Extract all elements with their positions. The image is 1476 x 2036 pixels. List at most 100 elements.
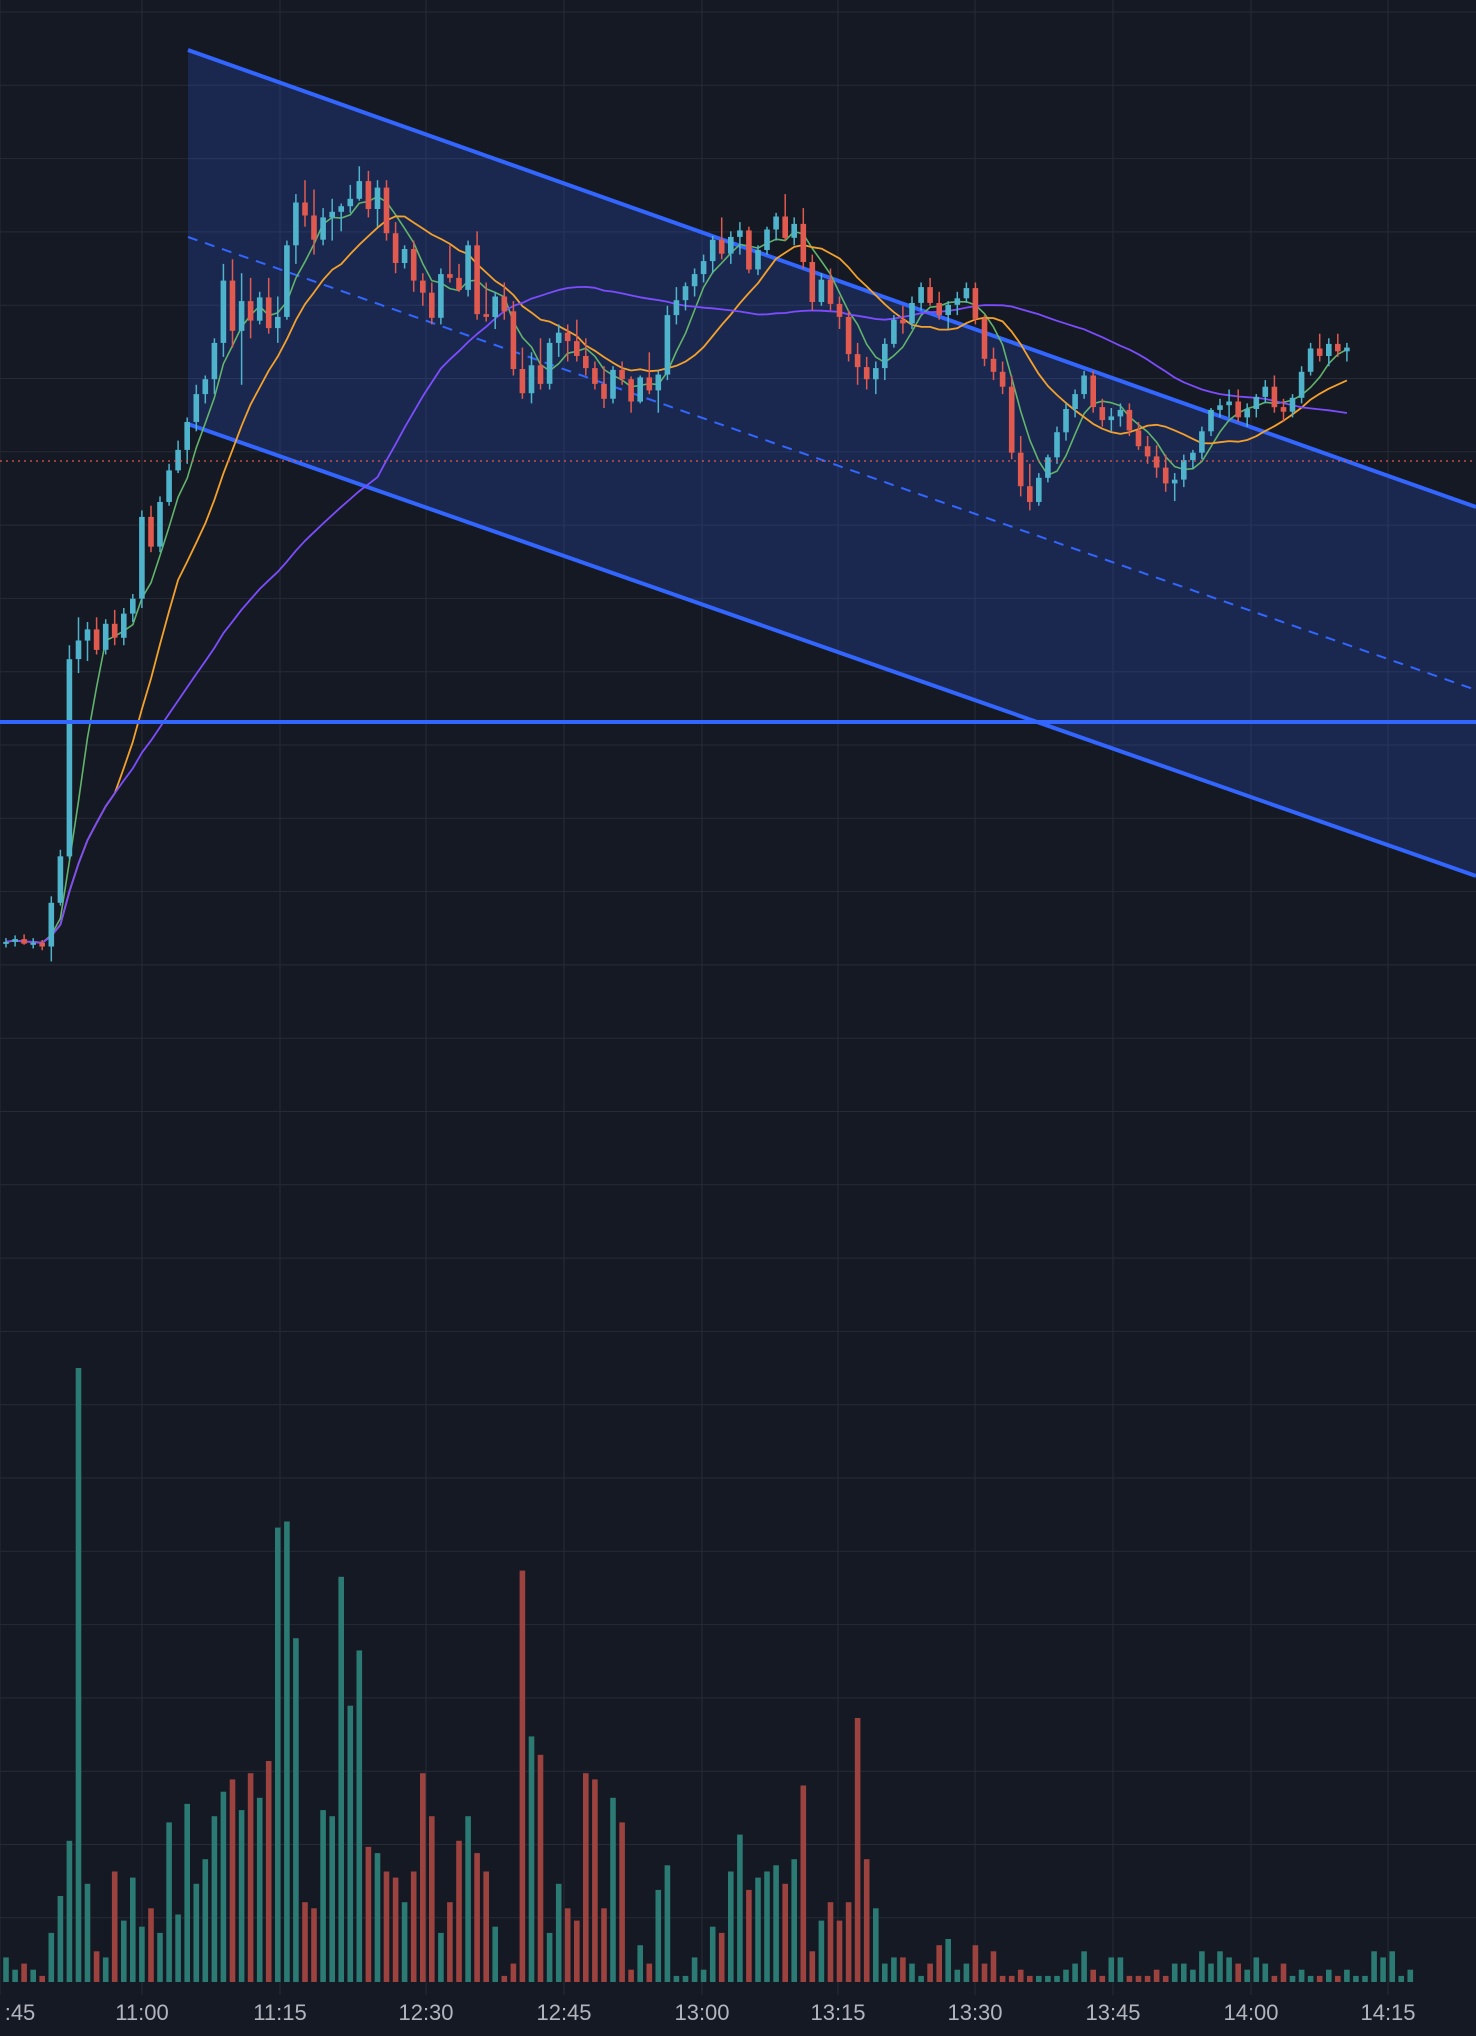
channel-lower-line[interactable] xyxy=(187,422,1476,878)
candle xyxy=(773,212,779,241)
candle-body xyxy=(220,280,227,343)
candle xyxy=(75,617,82,674)
volume-bar xyxy=(211,1816,218,1982)
volume-bar xyxy=(945,1939,951,1982)
candle xyxy=(1054,426,1060,464)
candle xyxy=(247,277,254,339)
candle xyxy=(555,324,562,357)
volume-bar xyxy=(800,1785,807,1982)
volume-bar xyxy=(438,1932,444,1982)
candle-body xyxy=(1253,396,1260,409)
candle xyxy=(700,254,707,283)
volume-bar xyxy=(583,1773,589,1982)
candle xyxy=(954,291,961,316)
candle-body xyxy=(972,288,979,319)
channel-median-line[interactable] xyxy=(187,236,1476,691)
candle xyxy=(347,184,354,213)
volume-bar xyxy=(1208,1963,1214,1982)
candle xyxy=(637,375,643,404)
volume-bar xyxy=(1081,1951,1087,1982)
candle-body xyxy=(1090,375,1096,408)
volume-bar xyxy=(755,1877,761,1982)
candle xyxy=(48,896,55,962)
candle-body xyxy=(555,332,562,343)
candle-body xyxy=(891,319,897,344)
volume-bar xyxy=(1217,1951,1223,1982)
volume-bar xyxy=(999,1975,1006,1982)
candle-body xyxy=(773,216,779,230)
candle xyxy=(528,352,535,404)
candle xyxy=(66,645,73,860)
volume-bar xyxy=(66,1840,73,1982)
volume-bar xyxy=(836,1920,843,1982)
candle xyxy=(655,370,662,413)
volume-bar xyxy=(1117,1957,1124,1982)
candle-body xyxy=(936,303,942,316)
volume-bar xyxy=(728,1871,734,1982)
volume-bar xyxy=(139,1926,145,1982)
candle xyxy=(1027,463,1033,511)
candle xyxy=(130,594,136,622)
candle xyxy=(139,510,145,608)
candle xyxy=(383,180,390,241)
candle-body xyxy=(782,216,788,238)
candle xyxy=(592,361,598,390)
volume-bar xyxy=(1271,1975,1278,1982)
candle xyxy=(610,366,616,404)
candle-body xyxy=(963,288,970,299)
candle xyxy=(728,231,734,264)
candle-body xyxy=(111,623,118,638)
candle-body xyxy=(1117,409,1124,417)
candle xyxy=(229,259,236,348)
candle-body xyxy=(130,598,136,614)
candle xyxy=(601,366,607,408)
volume-bar xyxy=(220,1791,227,1982)
candle xyxy=(1253,394,1260,418)
candle xyxy=(392,222,399,274)
candle xyxy=(3,938,9,948)
candle-body xyxy=(746,230,752,270)
candle xyxy=(537,338,544,390)
candle-body xyxy=(827,279,834,304)
candle xyxy=(102,619,109,655)
volume-bar xyxy=(320,1810,326,1982)
candle-body xyxy=(1298,371,1305,398)
price-channel[interactable] xyxy=(187,48,1476,878)
candle-body xyxy=(492,296,498,317)
x-tick-label: 12:30 xyxy=(398,2000,453,2025)
volume-bar xyxy=(130,1877,136,1982)
volume-bar xyxy=(256,1797,263,1982)
candle xyxy=(519,347,526,399)
candle xyxy=(818,273,825,306)
candle-body xyxy=(139,516,145,599)
volume-bar xyxy=(891,1957,897,1982)
candle-body xyxy=(1017,452,1024,487)
candle-body xyxy=(700,261,707,275)
candle xyxy=(628,376,634,413)
volume-bar xyxy=(718,1932,725,1982)
candle-body xyxy=(1217,405,1223,410)
volume-bar xyxy=(247,1773,254,1982)
candle-body xyxy=(791,223,797,238)
volume-bar xyxy=(1289,1975,1296,1982)
volume-bar xyxy=(854,1718,861,1982)
candle xyxy=(284,240,290,320)
candle-body xyxy=(809,262,816,302)
volume-bar xyxy=(374,1853,381,1982)
overlay-lines[interactable] xyxy=(0,460,1476,724)
candle-body xyxy=(1063,409,1069,433)
volume-bar xyxy=(157,1932,163,1982)
candle-body xyxy=(401,249,408,263)
volume-bar xyxy=(1253,1957,1260,1982)
volume-bar xyxy=(1008,1975,1015,1982)
candle-body xyxy=(392,233,399,263)
candle-body xyxy=(121,613,127,638)
x-tick-label: 13:45 xyxy=(1085,2000,1140,2025)
candle xyxy=(809,254,816,311)
volume-bar xyxy=(1153,1969,1160,1982)
candle-body xyxy=(1289,397,1296,412)
candle-body xyxy=(1335,343,1341,352)
candle-body xyxy=(637,377,643,402)
candle xyxy=(1307,342,1314,376)
